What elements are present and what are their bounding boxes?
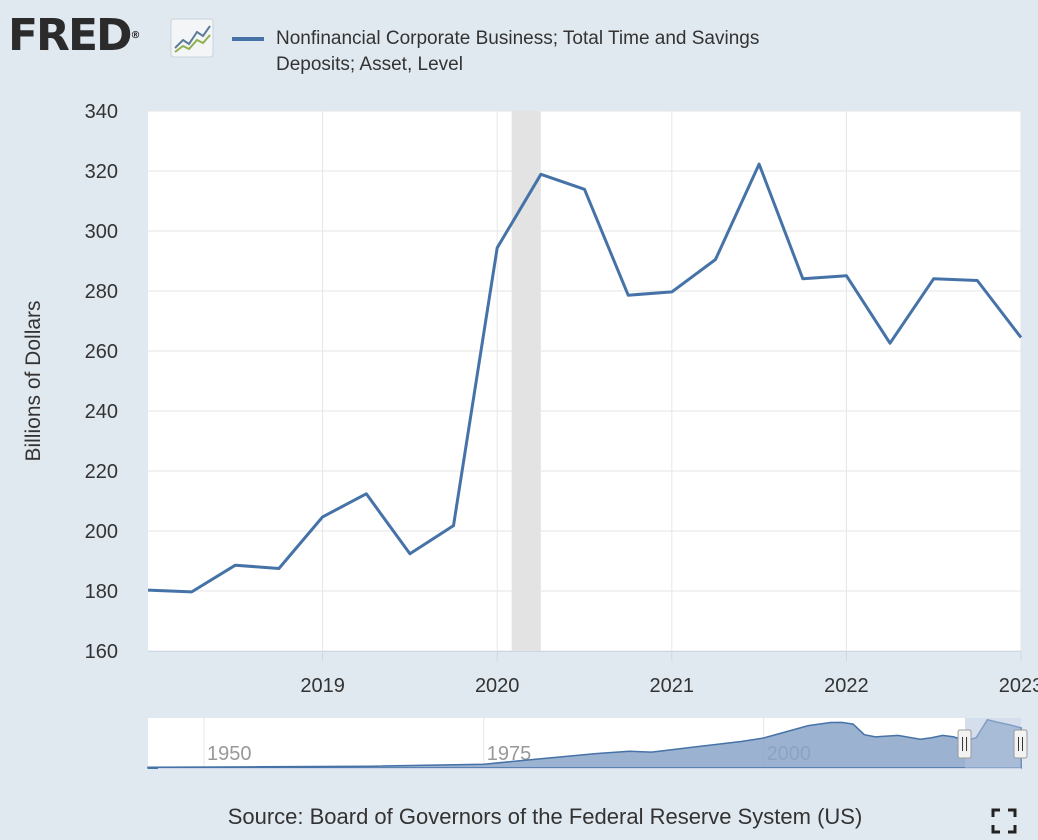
line-graph-icon bbox=[170, 18, 214, 58]
y-tick-label: 220 bbox=[85, 461, 118, 483]
legend-swatch bbox=[232, 37, 264, 41]
x-tick-label: 2021 bbox=[650, 675, 695, 697]
plot-area bbox=[148, 111, 1021, 651]
navigator-left-handle[interactable] bbox=[957, 729, 972, 759]
navigator-right-handle[interactable] bbox=[1013, 729, 1028, 759]
x-tick-label: 2023 bbox=[999, 675, 1038, 697]
y-tick-label: 200 bbox=[85, 521, 118, 543]
navigator-tick-label: 1950 bbox=[207, 743, 252, 765]
x-tick-label: 2022 bbox=[824, 675, 869, 697]
y-tick-label: 160 bbox=[85, 641, 118, 663]
y-tick-label: 300 bbox=[85, 221, 118, 243]
source-note: Source: Board of Governors of the Federa… bbox=[227, 804, 863, 829]
navigator-tick-label: 1975 bbox=[487, 743, 532, 765]
series-line bbox=[147, 162, 1023, 594]
chart-canvas: 160 180 200 220 240 260 280 300 320 340 2019 2020 20… bbox=[22, 101, 1038, 769]
y-tick-label: 280 bbox=[85, 281, 118, 303]
fred-logo[interactable]: FRED® bbox=[8, 12, 141, 60]
y-tick-label: 240 bbox=[85, 401, 118, 423]
x-tick-label: 2019 bbox=[300, 675, 345, 697]
y-tick-label: 340 bbox=[85, 101, 118, 123]
y-axis-label: Billions of Dollars bbox=[22, 300, 45, 461]
registered-mark: ® bbox=[130, 30, 141, 41]
fullscreen-icon[interactable] bbox=[991, 808, 1017, 834]
recession-band bbox=[511, 111, 541, 651]
y-tick-label: 180 bbox=[85, 581, 118, 603]
fred-logo-text: FRED bbox=[8, 10, 133, 61]
x-tick-label: 2020 bbox=[475, 675, 520, 697]
navigator-window bbox=[965, 718, 1021, 768]
legend-label: Nonfinancial Corporate Business; Total T… bbox=[276, 28, 760, 75]
y-tick-label: 260 bbox=[85, 341, 118, 363]
y-tick-label: 320 bbox=[85, 161, 118, 183]
